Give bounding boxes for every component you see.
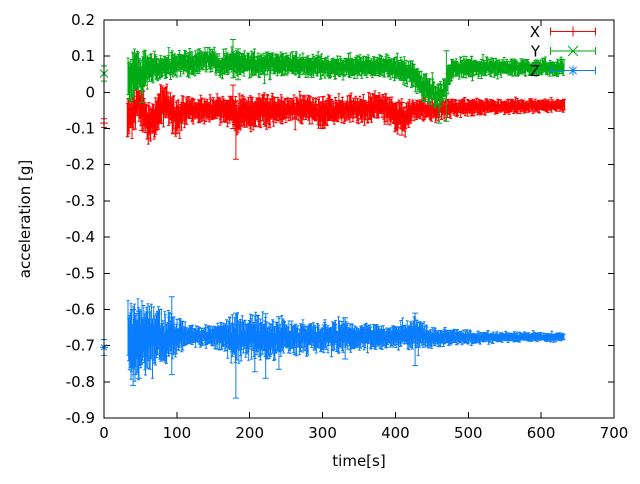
legend-label-x: X <box>530 23 540 41</box>
y-tick-label: -0.5 <box>66 264 95 282</box>
x-axis-label: time[s] <box>332 452 385 470</box>
plot-border <box>103 19 615 419</box>
series-x-caps <box>125 80 566 145</box>
x-tick-label: 700 <box>600 424 629 442</box>
legend-entry-z: Z <box>530 62 596 80</box>
y-tick-label: -0.7 <box>66 337 95 355</box>
y-tick-label: -0.8 <box>66 373 95 391</box>
x-tick-label: 200 <box>235 424 264 442</box>
x-tick-label: 100 <box>163 424 192 442</box>
y-tick-label: 0 <box>85 83 95 101</box>
x-tick-label: 500 <box>454 424 483 442</box>
legend-sample-x <box>550 26 596 37</box>
y-tick-label: 0.1 <box>71 47 95 65</box>
legend-label-y: Y <box>530 43 541 61</box>
x-tick-label: 400 <box>381 424 410 442</box>
y-tick-label: 0.2 <box>71 11 95 29</box>
y-axis-label: acceleration [g] <box>16 160 34 278</box>
y-tick-label: -0.6 <box>66 301 95 319</box>
y-tick-label: -0.9 <box>66 409 95 427</box>
y-tick-label: -0.1 <box>66 120 95 138</box>
y-tick-label: -0.2 <box>66 156 95 174</box>
legend-label-z: Z <box>530 62 540 80</box>
legend-entry-y: Y <box>530 43 596 61</box>
legend-entry-x: X <box>530 23 596 41</box>
series-y-outliers <box>138 39 450 124</box>
series-z-outliers <box>130 296 419 399</box>
x-tick-label: 300 <box>308 424 337 442</box>
y-tick-label: -0.3 <box>66 192 95 210</box>
series-y-caps <box>126 46 566 109</box>
x-tick-label: 600 <box>527 424 556 442</box>
legend-sample-y <box>550 45 596 57</box>
x-tick-label: 0 <box>99 424 109 442</box>
series-x-outliers <box>138 84 405 160</box>
series-z-caps <box>126 298 566 382</box>
y-tick-label: -0.4 <box>66 228 95 246</box>
legend-sample-z <box>550 65 596 76</box>
